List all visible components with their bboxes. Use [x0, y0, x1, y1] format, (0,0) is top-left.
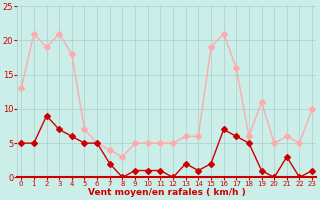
- X-axis label: Vent moyen/en rafales ( km/h ): Vent moyen/en rafales ( km/h ): [88, 188, 245, 197]
